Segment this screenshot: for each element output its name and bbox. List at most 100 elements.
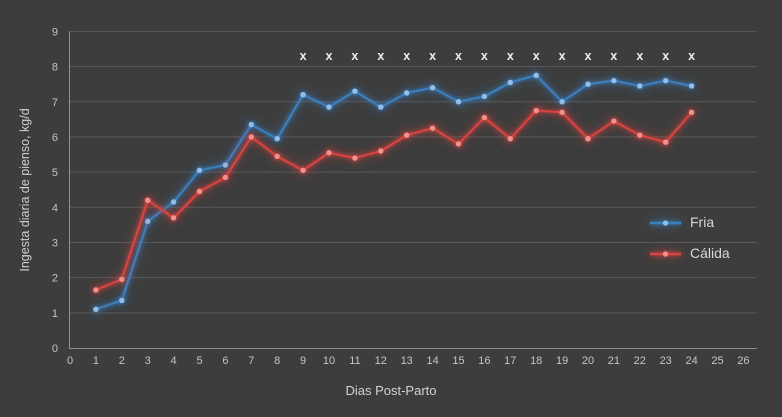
y-tick-label: 8 bbox=[52, 62, 58, 74]
fria-data-point bbox=[688, 83, 695, 89]
x-tick-label: 13 bbox=[401, 355, 413, 367]
significance-marker: x bbox=[455, 49, 462, 63]
x-tick-label: 7 bbox=[248, 355, 254, 367]
fria-data-point bbox=[170, 199, 177, 205]
fria-line-marker-icon bbox=[650, 219, 681, 226]
calida-data-point bbox=[274, 153, 280, 159]
y-tick-label: 6 bbox=[52, 132, 58, 144]
legend: Fria Cálida bbox=[649, 214, 730, 262]
significance-marker: x bbox=[662, 49, 669, 63]
calida-data-point bbox=[378, 148, 384, 154]
fria-data-point bbox=[507, 79, 513, 86]
calida-data-point bbox=[145, 197, 151, 203]
calida-data-point bbox=[585, 135, 591, 142]
calida-data-point bbox=[119, 276, 125, 283]
x-tick-label: 2 bbox=[119, 355, 125, 367]
y-tick-label: 0 bbox=[52, 343, 58, 355]
calida-data-point bbox=[507, 135, 513, 142]
x-tick-label: 17 bbox=[504, 355, 516, 367]
fria-data-point bbox=[326, 104, 332, 110]
x-tick-label: 24 bbox=[685, 355, 697, 367]
significance-marker: x bbox=[377, 49, 384, 63]
x-tick-label: 23 bbox=[660, 355, 672, 367]
significance-marker: x bbox=[481, 49, 488, 63]
calida-data-point bbox=[455, 141, 462, 147]
x-tick-label: 11 bbox=[349, 355, 360, 367]
calida-data-point bbox=[404, 132, 410, 138]
legend-label-fria: Fria bbox=[690, 214, 715, 230]
significance-marker: x bbox=[688, 49, 695, 63]
x-tick-label: 15 bbox=[452, 355, 464, 367]
significance-marker: x bbox=[559, 49, 566, 63]
fria-data-point bbox=[119, 297, 125, 304]
calida-data-point bbox=[481, 114, 488, 121]
fria-data-point bbox=[378, 104, 384, 110]
fria-data-point bbox=[533, 72, 539, 79]
x-tick-label: 10 bbox=[323, 355, 335, 367]
legend-label-calida: Cálida bbox=[690, 245, 730, 261]
fria-data-point bbox=[637, 83, 643, 89]
fria-data-point bbox=[404, 90, 410, 96]
calida-data-point bbox=[196, 188, 203, 195]
y-axis-title: Ingesta diaria de pienso, kg/d bbox=[18, 108, 32, 272]
x-tick-label: 25 bbox=[711, 355, 723, 367]
y-tick-label: 5 bbox=[52, 167, 58, 179]
fria-data-point bbox=[352, 88, 358, 94]
x-tick-label: 6 bbox=[222, 355, 228, 367]
x-tick-label: 21 bbox=[608, 355, 620, 367]
fria-data-point bbox=[222, 162, 229, 168]
calida-data-point bbox=[559, 109, 565, 116]
x-tick-label: 26 bbox=[737, 355, 749, 367]
significance-marker: x bbox=[533, 49, 540, 63]
fria-data-point bbox=[585, 81, 591, 87]
x-tick-label: 18 bbox=[530, 355, 542, 367]
x-tick-label: 8 bbox=[274, 355, 280, 367]
y-tick-label: 4 bbox=[52, 202, 58, 214]
legend-item-fria: Fria bbox=[649, 214, 730, 231]
x-tick-label: 16 bbox=[478, 355, 490, 367]
y-tick-label: 9 bbox=[52, 26, 58, 38]
x-tick-label: 0 bbox=[67, 355, 73, 367]
calida-data-point bbox=[222, 174, 229, 181]
x-tick-label: 5 bbox=[196, 355, 202, 367]
fria-data-point bbox=[274, 135, 280, 142]
x-tick-label: 3 bbox=[145, 355, 151, 367]
calida-data-point bbox=[300, 167, 306, 174]
x-axis-title: Dias Post-Parto bbox=[345, 383, 437, 398]
fria-data-point bbox=[611, 77, 617, 84]
fria-data-point bbox=[663, 77, 669, 84]
fria-data-point bbox=[455, 99, 462, 105]
calida-data-point bbox=[429, 125, 436, 131]
x-tick-label: 19 bbox=[556, 355, 568, 367]
calida-data-point bbox=[170, 215, 177, 221]
significance-marker: x bbox=[351, 49, 358, 63]
calida-data-point bbox=[352, 155, 358, 161]
calida-data-point bbox=[248, 134, 254, 140]
y-tick-label: 3 bbox=[52, 237, 58, 249]
x-tick-label: 20 bbox=[582, 355, 594, 367]
significance-marker: x bbox=[326, 49, 333, 63]
x-tick-label: 22 bbox=[634, 355, 646, 367]
calida-data-point bbox=[533, 107, 539, 114]
fria-data-point bbox=[93, 306, 99, 313]
calida-data-point bbox=[611, 118, 617, 124]
x-tick-label: 4 bbox=[171, 355, 177, 367]
x-tick-label: 12 bbox=[375, 355, 387, 367]
fria-data-point bbox=[559, 99, 565, 105]
significance-marker: x bbox=[300, 49, 307, 63]
significance-marker: x bbox=[610, 49, 617, 63]
calida-series-line bbox=[95, 109, 693, 291]
fria-data-point bbox=[481, 93, 488, 100]
calida-data-point bbox=[326, 150, 332, 156]
significance-marker: x bbox=[507, 49, 514, 63]
calida-data-point bbox=[663, 139, 669, 145]
calida-data-point bbox=[93, 287, 99, 293]
significance-marker: x bbox=[636, 49, 643, 63]
calida-line-marker-icon bbox=[650, 250, 681, 257]
y-tick-label: 1 bbox=[52, 308, 58, 320]
fria-data-point bbox=[248, 121, 254, 128]
fria-series-line bbox=[95, 74, 692, 311]
fria-data-point bbox=[429, 84, 436, 91]
